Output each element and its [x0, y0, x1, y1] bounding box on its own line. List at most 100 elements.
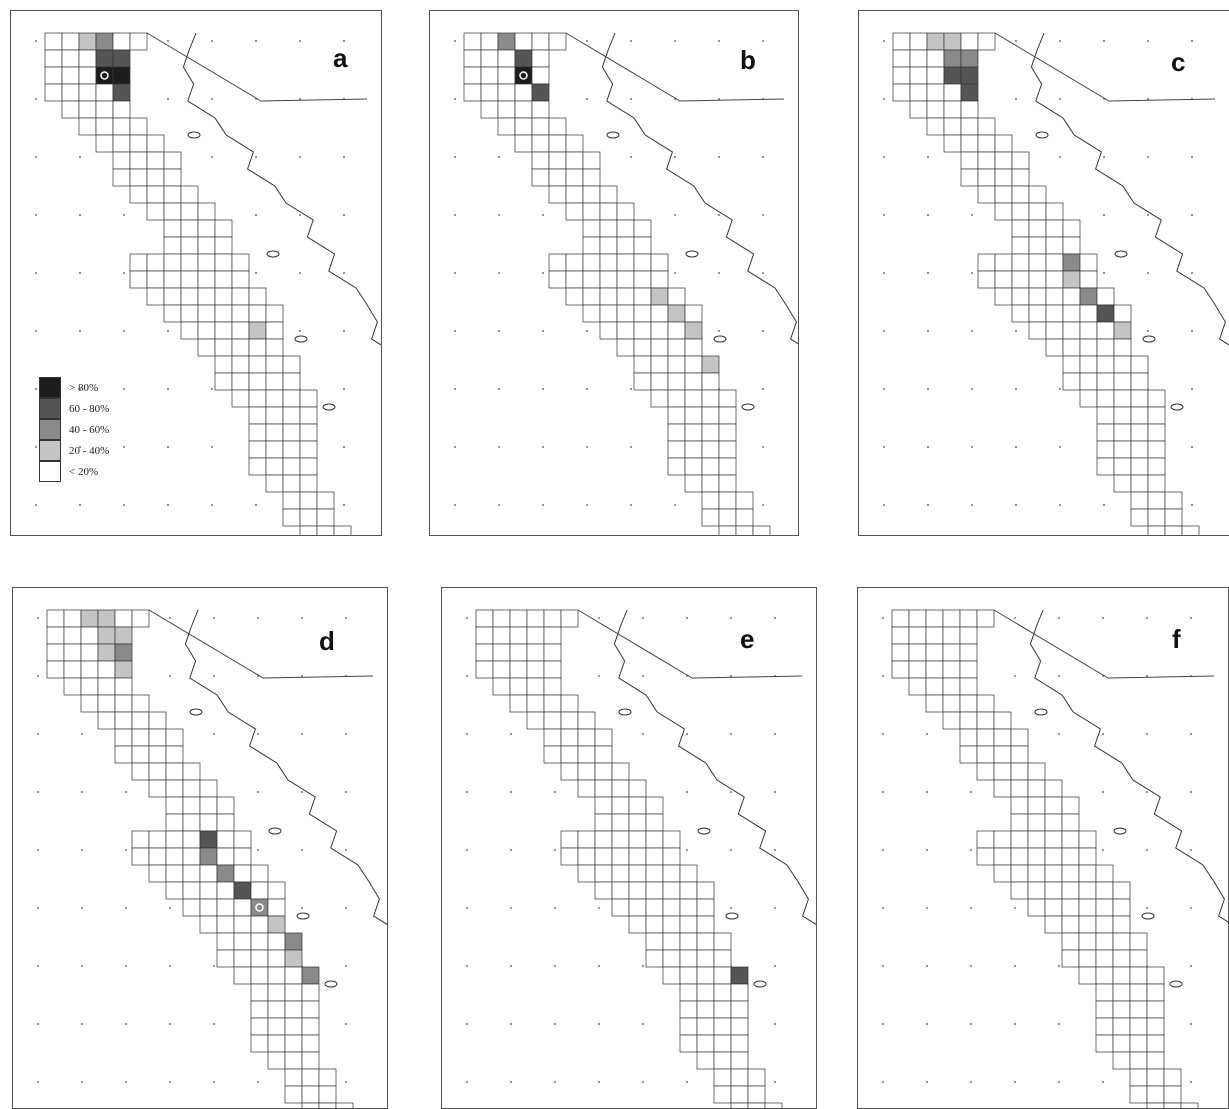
- island: [741, 403, 755, 411]
- grid-cell: [679, 1000, 698, 1019]
- grid-cell: [233, 949, 252, 968]
- grid-cell: [248, 321, 267, 340]
- grid-cell: [1096, 406, 1115, 425]
- grid-dot: [123, 446, 125, 448]
- island: [296, 912, 310, 920]
- grid-dot: [971, 388, 973, 390]
- grid-dot: [169, 965, 171, 967]
- grid-cell: [628, 830, 647, 849]
- grid-cell: [616, 270, 635, 289]
- grid-cell: [713, 1017, 732, 1036]
- grid-dot: [1146, 791, 1148, 793]
- grid-cell: [1010, 745, 1029, 764]
- grid-cell: [548, 168, 567, 187]
- grid-cell: [233, 966, 252, 985]
- grid-cell: [582, 236, 601, 255]
- grid-cell: [628, 881, 647, 900]
- grid-cell: [718, 508, 737, 527]
- grid-cell: [960, 168, 979, 187]
- grid-cell: [628, 864, 647, 883]
- grid-cell: [497, 117, 516, 136]
- grid-cell: [667, 321, 686, 340]
- grid-dot: [927, 214, 929, 216]
- border-line: [994, 32, 1216, 102]
- grid-dot: [37, 791, 39, 793]
- grid-cell: [1096, 338, 1115, 357]
- grid-cell: [977, 134, 996, 153]
- grid-cell: [80, 609, 99, 628]
- grid-cell: [526, 660, 545, 679]
- grid-cell: [662, 847, 681, 866]
- grid-dot: [586, 330, 588, 332]
- grid-cell: [318, 1068, 337, 1087]
- grid-dot: [1059, 40, 1061, 42]
- grid-cell: [526, 626, 545, 645]
- grid-cell: [747, 1085, 766, 1104]
- grid-cell: [1113, 423, 1132, 442]
- grid-cell: [267, 1017, 286, 1036]
- grid-dot: [498, 272, 500, 274]
- grid-cell: [679, 898, 698, 917]
- grid-dot: [37, 1081, 39, 1083]
- grid-cell: [182, 762, 201, 781]
- grid-cell: [926, 32, 945, 51]
- grid-dot: [169, 1023, 171, 1025]
- grid-cell: [582, 202, 601, 221]
- grid-dot: [299, 156, 301, 158]
- grid-cell: [696, 966, 715, 985]
- grid-cell: [148, 728, 167, 747]
- grid-cell: [577, 711, 596, 730]
- border-line: [146, 32, 368, 102]
- grid-cell: [565, 202, 584, 221]
- grid-cell: [301, 1000, 320, 1019]
- grid-cell: [250, 966, 269, 985]
- grid-cell: [1010, 881, 1029, 900]
- border-line: [577, 609, 803, 679]
- grid-cell: [594, 881, 613, 900]
- grid-cell: [265, 389, 284, 408]
- grid-cell: [180, 219, 199, 238]
- grid-dot: [1102, 791, 1104, 793]
- grid-dot: [35, 98, 37, 100]
- island: [1114, 250, 1128, 258]
- grid-cell: [129, 117, 148, 136]
- grid-cell: [63, 643, 82, 662]
- grid-cell: [1113, 321, 1132, 340]
- grid-cell: [1044, 915, 1063, 934]
- grid-cell: [1027, 813, 1046, 832]
- grid-cell: [180, 321, 199, 340]
- grid-cell: [165, 745, 184, 764]
- grid-cell: [146, 185, 165, 204]
- grid-cell: [146, 253, 165, 272]
- map-panel-a: a > 80% 60 - 80% 40 - 60% 20 - 40% < 20%: [10, 10, 382, 536]
- grid-cell: [114, 660, 133, 679]
- grid-dot: [1191, 272, 1193, 274]
- grid-cell: [301, 1085, 320, 1104]
- grid-cell: [80, 643, 99, 662]
- grid-cell: [1129, 932, 1148, 951]
- grid-dot: [35, 504, 37, 506]
- grid-cell: [960, 134, 979, 153]
- grid-dot: [211, 40, 213, 42]
- grid-cell: [1146, 983, 1165, 1002]
- grid-cell: [594, 813, 613, 832]
- grid-cell: [514, 100, 533, 119]
- grid-cell: [977, 270, 996, 289]
- grid-dot: [79, 504, 81, 506]
- grid-cell: [1130, 355, 1149, 374]
- grid-cell: [560, 847, 579, 866]
- grid-cell: [959, 643, 978, 662]
- grid-cell: [1028, 253, 1047, 272]
- grid-cell: [942, 711, 961, 730]
- grid-cell: [497, 49, 516, 68]
- grid-cell: [114, 609, 133, 628]
- grid-cell: [131, 745, 150, 764]
- grid-cell: [180, 185, 199, 204]
- grid-cell: [1027, 779, 1046, 798]
- grid-dot: [674, 156, 676, 158]
- grid-dot: [79, 388, 81, 390]
- grid-cell: [1062, 219, 1081, 238]
- grid-cell: [1078, 847, 1097, 866]
- grid-dot: [927, 446, 929, 448]
- grid-cell: [959, 694, 978, 713]
